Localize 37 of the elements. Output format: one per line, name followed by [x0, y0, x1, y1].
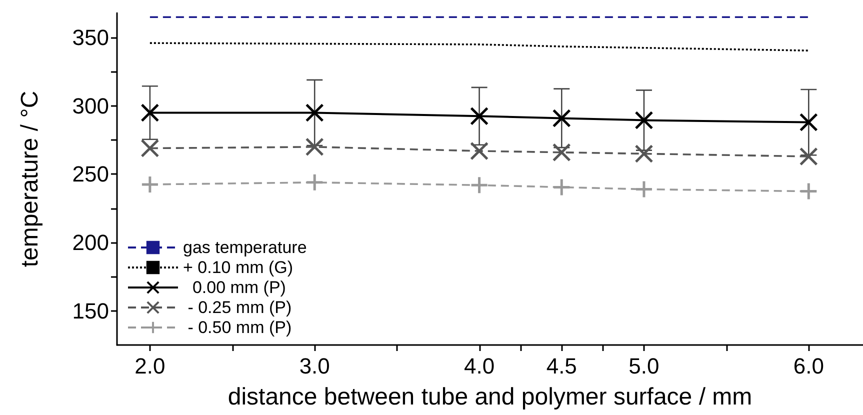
point: [140, 103, 160, 122]
legend-label: 0.00 mm (P): [183, 278, 286, 297]
point: [470, 176, 489, 194]
point: [552, 178, 571, 196]
point: [634, 144, 654, 163]
point: [799, 147, 818, 166]
y-axis-title: temperature / °C: [16, 90, 44, 268]
point: [799, 182, 818, 201]
legend-label: + 0.10 mm (G): [183, 258, 294, 277]
point: [634, 111, 654, 130]
point: [305, 173, 324, 192]
point: [305, 103, 324, 122]
y-tick-label: 300: [72, 93, 109, 118]
y-tick-label: 250: [72, 162, 109, 187]
y-tick-label: 200: [72, 230, 109, 256]
point: [140, 175, 160, 194]
point: [470, 142, 489, 160]
point: [140, 139, 160, 158]
point: [634, 180, 654, 198]
line-series: [149, 42, 810, 52]
x-tick-label: 4.0: [464, 354, 495, 378]
y-tick-label: 150: [72, 298, 109, 324]
point: [552, 108, 571, 128]
point: [799, 113, 818, 132]
legend-label: gas temperature: [183, 238, 307, 257]
x-tick-label: 4.5: [546, 354, 577, 378]
point: [305, 138, 324, 156]
legend-label: - 0.50 mm (P): [183, 318, 292, 337]
x-tick-label: 3.0: [299, 354, 330, 378]
point: [470, 106, 489, 126]
x-tick-label: 5.0: [628, 354, 660, 378]
x-tick-label: 2.0: [134, 354, 166, 378]
point: [552, 143, 571, 162]
legend-label: - 0.25 mm (P): [183, 298, 292, 317]
x-axis-title: distance between tube and polymer surface / mm: [228, 384, 752, 410]
y-tick-label: 350: [72, 25, 109, 50]
x-tick-label: 6.0: [793, 354, 824, 378]
